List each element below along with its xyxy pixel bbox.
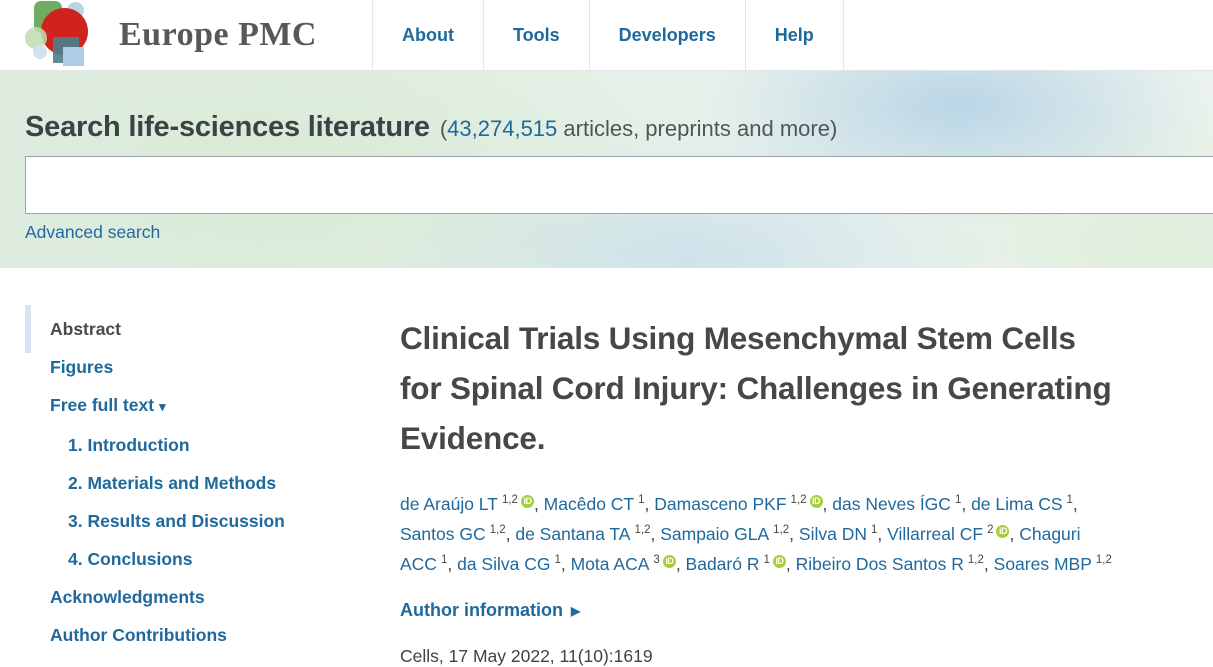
sidebar-item-free-full-text[interactable]: Free full text ▾	[50, 395, 166, 415]
author-affiliation-sup: 1	[870, 524, 878, 536]
author-link[interactable]: Chaguri ACC	[400, 524, 1081, 574]
article-sidebar-nav: Abstract Figures Free full text ▾ 1. Introdu…	[0, 268, 400, 667]
europepmc-logo-icon	[22, 0, 94, 67]
search-banner: Search life-sciences literature (43,274,…	[0, 71, 1213, 268]
nav-item-developers[interactable]: Developers	[588, 0, 745, 70]
author-affiliation-sup: 1	[638, 494, 645, 506]
author-affiliation-sup: 1	[1066, 494, 1073, 506]
author-separator: ,	[1072, 494, 1078, 514]
author-link[interactable]: da Silva CG	[457, 554, 551, 574]
europepmc-logo[interactable]: Europe PMC	[0, 0, 372, 70]
advanced-search-link[interactable]: Advanced search	[25, 222, 161, 242]
author-affiliation-sup: 2	[987, 524, 994, 536]
search-heading: Search life-sciences literature (43,274,…	[25, 71, 1188, 144]
article-count-link[interactable]: 43,274,515	[447, 116, 558, 141]
orcid-icon[interactable]: iD	[772, 555, 786, 568]
citation-line: Cells, 17 May 2022, 11(10):1619	[400, 646, 653, 666]
site-header: Europe PMC About Tools Developers Help	[0, 0, 1213, 71]
sidebar-item-1-introduction[interactable]: 1. Introduction	[68, 435, 190, 455]
author-separator: ,	[644, 494, 655, 514]
article-main: Clinical Trials Using Mesenchymal Stem C…	[400, 268, 1122, 667]
author-link[interactable]: Silva DN	[798, 524, 867, 544]
nav-item-tools[interactable]: Tools	[482, 0, 589, 70]
author-separator: ,	[505, 524, 516, 544]
nav-item-help[interactable]: Help	[744, 0, 844, 70]
author-affiliation-sup: 1,2	[790, 494, 807, 506]
main-nav: About Tools Developers Help	[372, 0, 844, 70]
author-affiliation-sup: 1,2	[1095, 554, 1112, 566]
sidebar-item-acknowledgments[interactable]: Acknowledgments	[50, 587, 205, 607]
search-input[interactable]	[25, 156, 1213, 214]
search-title: Search life-sciences literature	[25, 111, 430, 143]
author-affiliation-sup: 1	[554, 554, 561, 566]
author-link[interactable]: Sampaio GLA	[660, 524, 770, 544]
author-separator: ,	[789, 524, 799, 544]
sidebar-item-abstract[interactable]: Abstract	[25, 305, 400, 353]
author-separator: ,	[675, 554, 686, 574]
author-link[interactable]: Santos GC	[400, 524, 486, 544]
author-link[interactable]: Damasceno PKF	[654, 494, 787, 514]
article-count: (43,274,515 articles, preprints and more…	[439, 116, 838, 141]
author-separator: ,	[785, 554, 796, 574]
author-link[interactable]: das Neves ÍGC	[832, 494, 951, 514]
sidebar-item-4-conclusions[interactable]: 4. Conclusions	[68, 549, 193, 569]
author-link[interactable]: Villarreal CF	[887, 524, 984, 544]
chevron-down-icon: ▾	[159, 399, 166, 414]
author-link[interactable]: de Lima CS	[971, 494, 1063, 514]
orcid-icon[interactable]: iD	[662, 555, 676, 568]
author-link[interactable]: de Santana TA	[515, 524, 631, 544]
author-affiliation-sup: 1,2	[489, 524, 506, 536]
author-affiliation-sup: 1	[954, 494, 962, 506]
article-page: Abstract Figures Free full text ▾ 1. Introdu…	[0, 268, 1213, 667]
author-link[interactable]: de Araújo LT	[400, 494, 498, 514]
sidebar-item-figures[interactable]: Figures	[50, 357, 114, 377]
author-affiliation-sup: 1,2	[634, 524, 651, 536]
author-affiliation-sup: 1,2	[773, 524, 790, 536]
author-separator: ,	[822, 494, 833, 514]
author-link[interactable]: Mota ACA	[570, 554, 650, 574]
author-separator: ,	[983, 554, 994, 574]
orcid-icon[interactable]: iD	[996, 525, 1010, 538]
author-link[interactable]: Ribeiro Dos Santos R	[795, 554, 964, 574]
author-separator: ,	[533, 494, 544, 514]
author-separator: ,	[961, 494, 972, 514]
nav-item-about[interactable]: About	[372, 0, 483, 70]
article-title: Clinical Trials Using Mesenchymal Stem C…	[400, 320, 1112, 456]
expand-arrow-icon: ▶	[570, 604, 581, 618]
author-separator: ,	[877, 524, 888, 544]
author-separator: ,	[1009, 524, 1020, 544]
logo-title: Europe PMC	[119, 16, 317, 53]
author-separator: ,	[650, 524, 661, 544]
author-separator: ,	[560, 554, 571, 574]
orcid-icon[interactable]: iD	[809, 495, 823, 508]
orcid-icon[interactable]: iD	[520, 495, 534, 508]
author-affiliation-sup: 3	[653, 554, 660, 566]
author-affiliation-sup: 1,2	[967, 554, 984, 566]
author-affiliation-sup: 1	[440, 554, 448, 566]
author-information-toggle[interactable]: Author information ▶	[400, 600, 581, 620]
author-affiliation-sup: 1,2	[501, 494, 518, 506]
author-link[interactable]: Badaró R	[685, 554, 760, 574]
author-link[interactable]: Macêdo CT	[543, 494, 635, 514]
sidebar-item-2-materials-and-methods[interactable]: 2. Materials and Methods	[68, 473, 277, 493]
sidebar-item-author-contributions[interactable]: Author Contributions	[50, 625, 227, 645]
author-list: de Araújo LT 1,2 iD, Macêdo CT 1, Damasceno…	[400, 489, 1122, 579]
author-link[interactable]: Soares MBP	[993, 554, 1092, 574]
sidebar-item-3-results-and-discussion[interactable]: 3. Results and Discussion	[68, 511, 285, 531]
author-affiliation-sup: 1	[763, 554, 770, 566]
author-separator: ,	[447, 554, 458, 574]
